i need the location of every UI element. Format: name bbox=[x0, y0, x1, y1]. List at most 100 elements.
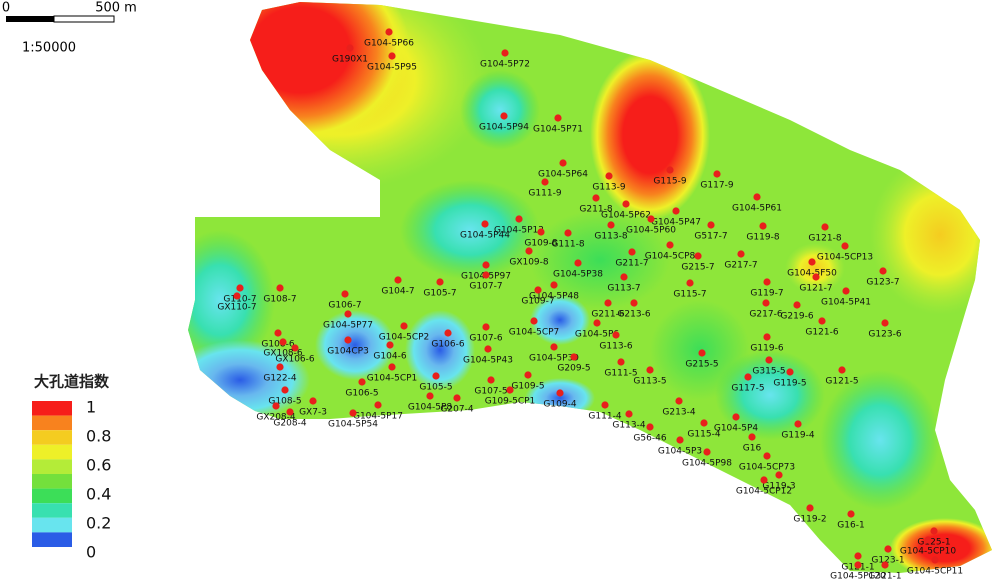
well-marker bbox=[666, 241, 674, 249]
well-marker bbox=[559, 159, 567, 167]
well-label: G104-5P54 bbox=[328, 420, 378, 430]
well-marker bbox=[444, 329, 452, 337]
well-label: G16-1 bbox=[837, 521, 864, 531]
well-marker bbox=[647, 215, 655, 223]
well-label: G115-9 bbox=[653, 177, 686, 187]
index-field bbox=[188, 2, 992, 573]
well-marker bbox=[394, 276, 402, 284]
well-label: G219-6 bbox=[780, 312, 813, 322]
well-marker bbox=[291, 344, 299, 352]
legend-label: 0 bbox=[86, 543, 96, 562]
well-label: G104-5P8 bbox=[408, 403, 453, 413]
well-label: GX109-8 bbox=[509, 258, 549, 268]
well-label: G104-5CP12 bbox=[736, 487, 792, 497]
well-marker bbox=[556, 389, 564, 397]
well-label: G104-5P94 bbox=[479, 123, 529, 133]
well-marker bbox=[388, 363, 396, 371]
well-label: GX110-7 bbox=[217, 303, 256, 313]
legend-swatch bbox=[32, 444, 72, 460]
well-marker bbox=[601, 401, 609, 409]
well-marker bbox=[812, 273, 820, 281]
well-marker bbox=[604, 299, 612, 307]
well-marker bbox=[672, 207, 680, 215]
well-marker bbox=[700, 419, 708, 427]
well-label: G213-6 bbox=[617, 310, 650, 320]
legend-swatch bbox=[32, 517, 72, 533]
legend-swatch bbox=[32, 430, 72, 445]
well-label: G104-5CP73 bbox=[739, 463, 795, 473]
well-label: G123-1 bbox=[871, 556, 904, 566]
well-label: G111-9 bbox=[528, 189, 561, 199]
well-label: GX108-6 bbox=[263, 349, 303, 359]
well-marker bbox=[760, 476, 768, 484]
well-label: G117-9 bbox=[700, 181, 733, 191]
well-marker bbox=[534, 286, 542, 294]
well-label: G211-8 bbox=[579, 205, 612, 215]
well-label: G104-5P72 bbox=[480, 60, 530, 70]
legend-swatch bbox=[32, 532, 72, 547]
legend-swatch bbox=[32, 415, 72, 431]
well-label: G123-6 bbox=[868, 330, 901, 340]
well-label: G117-5 bbox=[731, 384, 764, 394]
well-label: G119-8 bbox=[746, 233, 779, 243]
well-label: G209-5 bbox=[557, 364, 590, 374]
well-label: G113-5 bbox=[633, 377, 666, 387]
well-marker bbox=[279, 338, 287, 346]
well-marker bbox=[605, 172, 613, 180]
well-label: G211-7 bbox=[615, 259, 648, 269]
well-label: G104CP3 bbox=[327, 347, 369, 357]
well-label: G211-6 bbox=[591, 310, 624, 320]
well-marker bbox=[276, 363, 284, 371]
well-label: G107-7 bbox=[469, 282, 502, 292]
well-label: G104-5P3 bbox=[658, 447, 702, 457]
well-marker bbox=[564, 229, 572, 237]
well-label: G115-4 bbox=[687, 430, 720, 440]
legend-label: 1 bbox=[86, 398, 96, 417]
well-marker bbox=[574, 259, 582, 267]
well-marker bbox=[524, 371, 532, 379]
well-marker bbox=[500, 112, 508, 120]
well-label: G104-5P120 bbox=[830, 572, 886, 581]
well-marker bbox=[765, 356, 773, 364]
well-label: G121-6 bbox=[805, 328, 838, 338]
well-marker bbox=[854, 552, 862, 560]
well-label: G125-1 bbox=[917, 538, 950, 548]
well-marker bbox=[541, 178, 549, 186]
well-marker bbox=[281, 386, 289, 394]
well-label: G104-5P77 bbox=[323, 321, 373, 331]
well-marker bbox=[675, 397, 683, 405]
well-marker bbox=[607, 221, 615, 229]
scale-ratio: 1:50000 bbox=[22, 41, 76, 56]
well-marker bbox=[482, 261, 490, 269]
well-label: G104-5F50 bbox=[787, 269, 837, 279]
well-marker bbox=[847, 510, 855, 518]
well-marker bbox=[482, 323, 490, 331]
well-label: G119-7 bbox=[750, 289, 783, 299]
well-label: G121-7 bbox=[799, 284, 832, 294]
well-marker bbox=[274, 329, 282, 337]
well-label: G215-5 bbox=[685, 360, 718, 370]
well-label: G106-7 bbox=[328, 301, 361, 311]
well-label: G215-7 bbox=[681, 263, 714, 273]
well-marker bbox=[762, 299, 770, 307]
well-label: G217-6 bbox=[749, 310, 782, 320]
well-marker bbox=[592, 194, 600, 202]
well-marker bbox=[346, 44, 354, 52]
well-marker bbox=[931, 556, 939, 564]
well-label: G56-46 bbox=[633, 434, 666, 444]
well-marker bbox=[385, 28, 393, 36]
well-label: G207-4 bbox=[440, 405, 473, 415]
legend-swatch bbox=[32, 503, 72, 518]
well-label: G106-5 bbox=[345, 389, 378, 399]
well-marker bbox=[550, 281, 558, 289]
well-label: G113-6 bbox=[599, 342, 632, 352]
well-marker bbox=[793, 301, 801, 309]
well-label: G104-5CP11 bbox=[907, 567, 963, 577]
well-marker bbox=[554, 114, 562, 122]
well-marker bbox=[612, 331, 620, 339]
well-label: G111-4 bbox=[588, 412, 621, 422]
well-marker bbox=[744, 373, 752, 381]
